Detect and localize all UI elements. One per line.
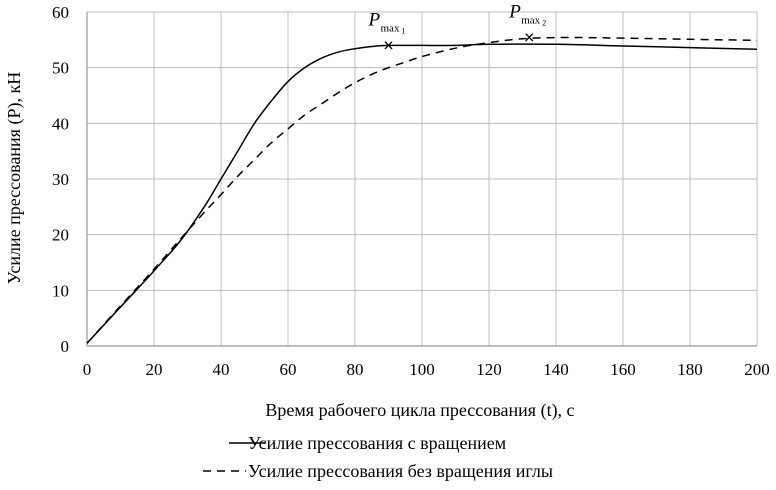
- x-tick-label: 0: [83, 360, 92, 379]
- annotation-label-sub: max: [381, 22, 400, 34]
- annotation-label-index: 1: [402, 26, 406, 35]
- y-tick-label: 10: [52, 281, 69, 300]
- y-tick-label: 40: [52, 114, 69, 133]
- tick-labels: 0 20 40 60 80 100 120 140 160 180 200 0 10 20 30 40 50 60: [52, 3, 770, 379]
- annotations: ×P max 1 ×P max 2: [368, 2, 547, 56]
- x-tick-label: 140: [543, 360, 569, 379]
- legend-label-solid: Усилие прессования с вращением: [248, 433, 506, 453]
- x-tick-label: 20: [146, 360, 163, 379]
- x-tick-label: 160: [610, 360, 636, 379]
- annotation-marker: ×: [383, 35, 394, 55]
- x-tick-label: 200: [744, 360, 770, 379]
- y-tick-label: 60: [52, 3, 69, 22]
- legend: Усилие прессования с вращением Усилие пр…: [203, 433, 553, 481]
- x-tick-label: 40: [213, 360, 230, 379]
- x-tick-label: 120: [476, 360, 502, 379]
- annotation-label-main: P: [508, 2, 521, 23]
- x-axis-title: Время рабочего цикла прессования (t), с: [265, 400, 574, 421]
- annotation-label-main: P: [368, 9, 381, 30]
- y-tick-label: 0: [61, 337, 70, 356]
- annotation-label-index: 2: [542, 19, 546, 28]
- x-tick-label: 80: [347, 360, 364, 379]
- y-tick-label: 30: [52, 170, 69, 189]
- y-tick-label: 50: [52, 59, 69, 78]
- x-tick-label: 60: [280, 360, 297, 379]
- x-tick-label: 180: [677, 360, 703, 379]
- y-axis-title: Усилие прессования (Р), кН: [4, 72, 25, 284]
- series-lines: [86, 36, 758, 344]
- grid: [87, 11, 758, 346]
- annotation-label-sub: max: [521, 15, 540, 27]
- annotation-marker: ×: [524, 28, 535, 48]
- series-line-without-rotation: [86, 36, 758, 344]
- axes: [86, 12, 757, 347]
- legend-label-dashed: Усилие прессования без вращения иглы: [248, 461, 553, 481]
- series-line-with-rotation: [86, 43, 758, 344]
- x-tick-label: 100: [409, 360, 435, 379]
- y-tick-label: 20: [52, 226, 69, 245]
